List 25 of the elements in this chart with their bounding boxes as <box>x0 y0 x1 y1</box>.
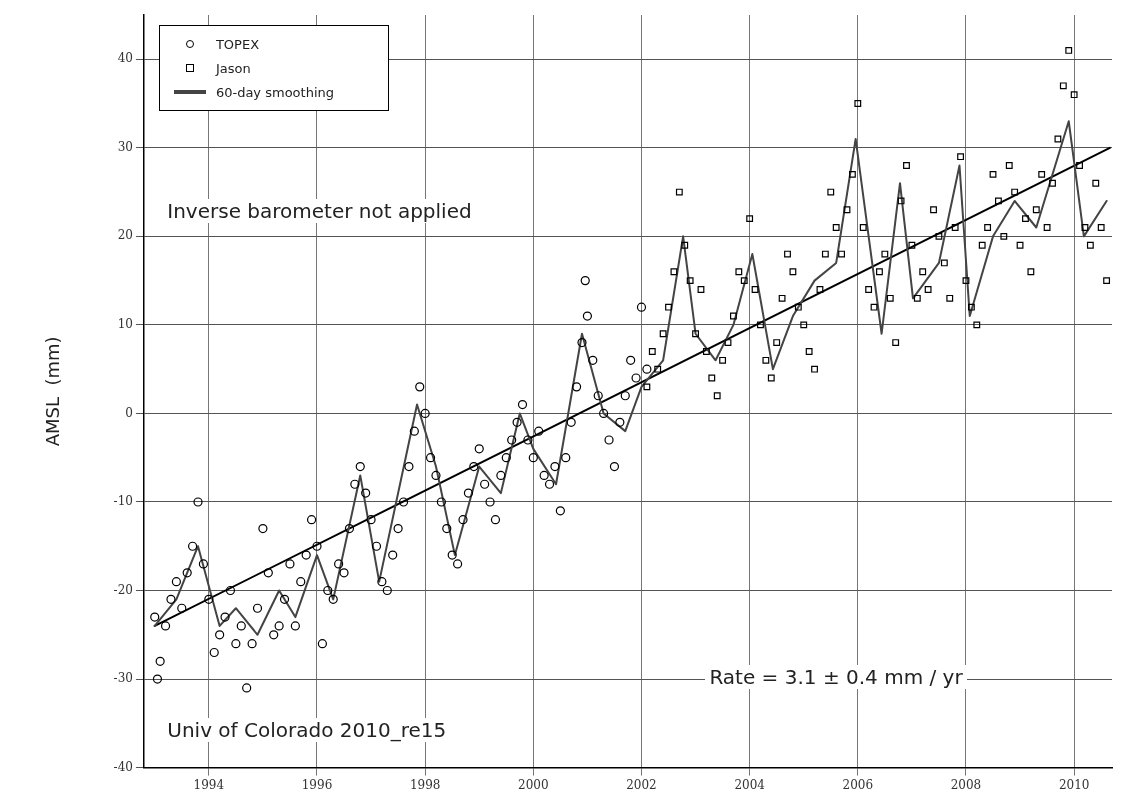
x-tick-label: 1994 <box>193 777 225 792</box>
x-tick-label: 2004 <box>734 777 766 792</box>
legend-label: Jason <box>215 60 251 76</box>
y-tick-label: -40 <box>113 759 133 774</box>
y-tick-label: 30 <box>117 139 133 154</box>
annotation: Inverse barometer not applied <box>163 198 476 223</box>
y-tick-label: -20 <box>113 582 133 597</box>
x-tick-label: 2010 <box>1058 777 1090 792</box>
x-tick-label: 2002 <box>626 777 657 792</box>
x-tick-label: 2006 <box>842 777 874 792</box>
y-tick-label: 10 <box>117 317 133 332</box>
legend-label: TOPEX <box>215 36 260 52</box>
legend-label: 60-day smoothing <box>215 84 334 100</box>
y-axis-title: AMSL (mm) <box>42 336 64 447</box>
y-tick-label: -30 <box>113 671 133 686</box>
annotation: Univ of Colorado 2010_re15 <box>163 717 451 742</box>
x-tick-label: 1996 <box>301 777 333 792</box>
y-tick-label: 20 <box>117 228 133 243</box>
x-tick-label: 2008 <box>950 777 982 792</box>
y-tick-label: 40 <box>117 51 133 66</box>
annotation: Rate = 3.1 ± 0.4 mm / yr <box>705 665 967 690</box>
x-tick-label: 2000 <box>518 777 549 792</box>
y-tick-label: 0 <box>125 405 133 420</box>
y-tick-label: -10 <box>113 494 133 509</box>
x-tick-label: 1998 <box>409 777 441 792</box>
